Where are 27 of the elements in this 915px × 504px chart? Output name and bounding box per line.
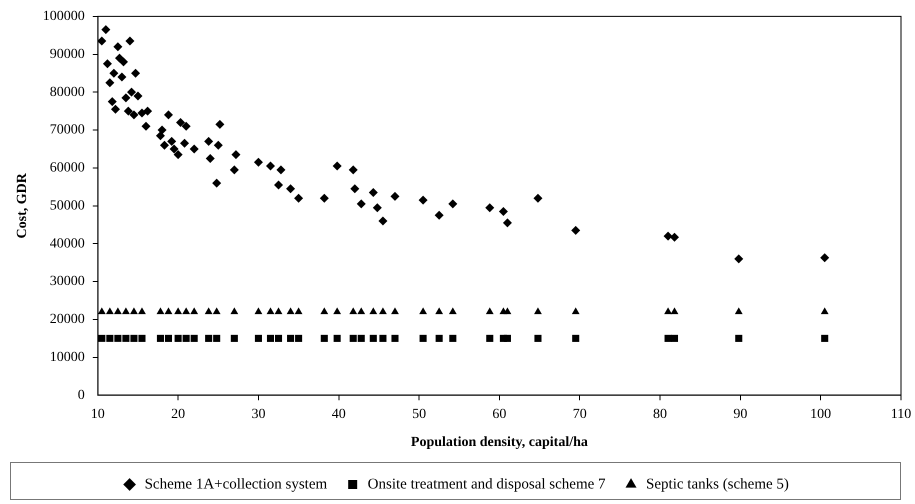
x-tick-label: 40 (332, 406, 346, 422)
y-tick-label: 80000 (50, 84, 85, 100)
x-tick-label: 100 (810, 406, 832, 422)
y-tick-label: 30000 (50, 274, 85, 290)
x-axis-title: Population density, capital/ha (410, 435, 588, 450)
x-tick-label: 90 (733, 406, 748, 422)
y-tick-label: 60000 (50, 160, 85, 176)
y-tick-label: 100000 (42, 9, 85, 24)
legend-label: Septic tanks (scheme 5) (646, 476, 789, 492)
y-tick-label: 10000 (50, 350, 85, 365)
y-tick-label: 50000 (50, 198, 85, 214)
y-tick-label: 40000 (50, 236, 85, 252)
x-tick-label: 80 (653, 406, 668, 422)
x-tick-label: 20 (171, 406, 186, 422)
x-tick-label: 70 (572, 406, 587, 422)
y-tick-label: 90000 (50, 46, 85, 62)
x-tick-label: 10 (90, 406, 105, 422)
x-tick-label: 60 (492, 406, 506, 422)
x-tick-label: 30 (251, 406, 266, 422)
y-tick-label: 70000 (50, 122, 85, 138)
legend-label: Scheme 1A+collection system (144, 476, 328, 492)
x-tick-label: 50 (412, 406, 426, 422)
legend-label: Onsite treatment and disposal scheme 7 (368, 476, 606, 492)
y-tick-label: 0 (78, 388, 85, 403)
y-axis-title: Cost, GDR (15, 172, 30, 238)
x-tick-label: 110 (890, 406, 912, 422)
y-tick-label: 20000 (50, 312, 85, 328)
